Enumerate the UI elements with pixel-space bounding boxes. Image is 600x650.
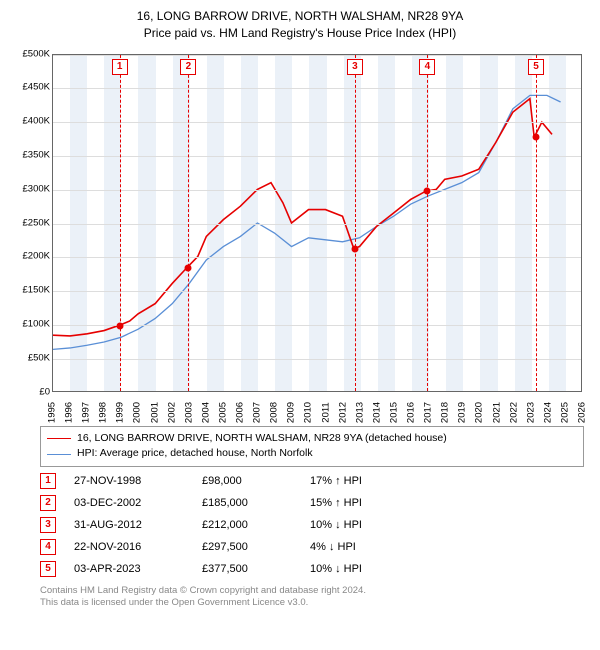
y-tick-label: £0 — [10, 386, 50, 397]
title-line-1: 16, LONG BARROW DRIVE, NORTH WALSHAM, NR… — [10, 8, 590, 25]
plot-wrap: 1 2 3 4 5 £0 £50K £100K £150K £200K £250K £300K £35… — [10, 48, 590, 418]
y-tick-label: £250K — [10, 217, 50, 228]
tx-pct: 4% ↓ HPI — [310, 541, 420, 553]
x-tick-label: 2023 — [525, 402, 536, 423]
x-tick-label: 2010 — [303, 402, 314, 423]
x-tick-label: 2016 — [406, 402, 417, 423]
tx-number: 4 — [40, 539, 56, 555]
x-tick-label: 2019 — [457, 402, 468, 423]
x-tick-label: 2015 — [388, 402, 399, 423]
x-tick-label: 2004 — [200, 402, 211, 423]
footer-line-2: This data is licensed under the Open Gov… — [40, 597, 590, 609]
x-tick-label: 2002 — [166, 402, 177, 423]
y-tick-label: £450K — [10, 82, 50, 93]
transaction-marker-dot — [532, 134, 539, 141]
x-tick-label: 2021 — [491, 402, 502, 423]
transaction-marker-dot — [185, 264, 192, 271]
legend-row-hpi: HPI: Average price, detached house, Nort… — [47, 446, 577, 462]
y-tick-label: £350K — [10, 149, 50, 160]
x-tick-label: 1997 — [81, 402, 92, 423]
x-tick-label: 2014 — [371, 402, 382, 423]
x-tick-label: 2020 — [474, 402, 485, 423]
x-tick-label: 2013 — [354, 402, 365, 423]
transaction-table: 1 27-NOV-1998 £98,000 17% ↑ HPI 2 03-DEC-2002… — [40, 473, 590, 577]
tx-pct: 10% ↓ HPI — [310, 519, 420, 531]
legend-label-hpi: HPI: Average price, detached house, Nort… — [77, 446, 313, 462]
tx-date: 31-AUG-2012 — [74, 519, 184, 531]
plot-area: 1 2 3 4 5 — [52, 54, 582, 392]
x-tick-label: 2026 — [577, 402, 588, 423]
y-tick-label: £100K — [10, 318, 50, 329]
transaction-marker-number: 1 — [112, 59, 128, 75]
x-tick-label: 2012 — [337, 402, 348, 423]
x-tick-label: 1998 — [98, 402, 109, 423]
tx-pct: 10% ↓ HPI — [310, 563, 420, 575]
x-tick-label: 2025 — [559, 402, 570, 423]
y-tick-label: £300K — [10, 183, 50, 194]
title-line-2: Price paid vs. HM Land Registry's House … — [10, 25, 590, 42]
tx-number: 3 — [40, 517, 56, 533]
transaction-row: 4 22-NOV-2016 £297,500 4% ↓ HPI — [40, 539, 590, 555]
transaction-marker-dot — [424, 188, 431, 195]
legend-swatch-hpi — [47, 454, 71, 455]
legend-row-property: 16, LONG BARROW DRIVE, NORTH WALSHAM, NR… — [47, 431, 577, 447]
tx-pct: 15% ↑ HPI — [310, 497, 420, 509]
transaction-marker-number: 3 — [347, 59, 363, 75]
transaction-marker-dot — [116, 323, 123, 330]
y-tick-label: £150K — [10, 285, 50, 296]
x-tick-label: 2024 — [542, 402, 553, 423]
legend-label-property: 16, LONG BARROW DRIVE, NORTH WALSHAM, NR… — [77, 431, 447, 447]
transaction-marker-dot — [351, 246, 358, 253]
tx-date: 27-NOV-1998 — [74, 475, 184, 487]
x-tick-label: 2022 — [508, 402, 519, 423]
transaction-marker-number: 4 — [419, 59, 435, 75]
tx-number: 2 — [40, 495, 56, 511]
footer-line-1: Contains HM Land Registry data © Crown c… — [40, 585, 590, 597]
transaction-row: 2 03-DEC-2002 £185,000 15% ↑ HPI — [40, 495, 590, 511]
transaction-row: 5 03-APR-2023 £377,500 10% ↓ HPI — [40, 561, 590, 577]
tx-price: £185,000 — [202, 497, 292, 509]
x-tick-label: 2005 — [217, 402, 228, 423]
legend-swatch-property — [47, 438, 71, 439]
x-tick-label: 2006 — [235, 402, 246, 423]
tx-date: 03-APR-2023 — [74, 563, 184, 575]
tx-number: 5 — [40, 561, 56, 577]
y-tick-label: £200K — [10, 251, 50, 262]
tx-date: 03-DEC-2002 — [74, 497, 184, 509]
x-tick-label: 2001 — [149, 402, 160, 423]
transaction-marker-number: 2 — [180, 59, 196, 75]
y-tick-label: £400K — [10, 116, 50, 127]
x-tick-label: 2003 — [183, 402, 194, 423]
tx-date: 22-NOV-2016 — [74, 541, 184, 553]
footer: Contains HM Land Registry data © Crown c… — [40, 585, 590, 610]
x-tick-label: 2009 — [286, 402, 297, 423]
x-tick-label: 1995 — [47, 402, 58, 423]
transaction-row: 1 27-NOV-1998 £98,000 17% ↑ HPI — [40, 473, 590, 489]
transaction-row: 3 31-AUG-2012 £212,000 10% ↓ HPI — [40, 517, 590, 533]
tx-price: £297,500 — [202, 541, 292, 553]
x-tick-label: 2017 — [423, 402, 434, 423]
x-tick-label: 2018 — [440, 402, 451, 423]
x-tick-label: 2008 — [269, 402, 280, 423]
tx-price: £212,000 — [202, 519, 292, 531]
x-tick-label: 2000 — [132, 402, 143, 423]
x-tick-label: 2007 — [252, 402, 263, 423]
chart-container: 16, LONG BARROW DRIVE, NORTH WALSHAM, NR… — [0, 0, 600, 616]
x-tick-label: 1996 — [64, 402, 75, 423]
tx-price: £98,000 — [202, 475, 292, 487]
tx-price: £377,500 — [202, 563, 292, 575]
tx-number: 1 — [40, 473, 56, 489]
legend-box: 16, LONG BARROW DRIVE, NORTH WALSHAM, NR… — [40, 426, 584, 468]
tx-pct: 17% ↑ HPI — [310, 475, 420, 487]
y-tick-label: £500K — [10, 48, 50, 59]
transaction-marker-number: 5 — [528, 59, 544, 75]
y-tick-label: £50K — [10, 352, 50, 363]
x-tick-label: 2011 — [320, 402, 331, 422]
x-tick-label: 1999 — [115, 402, 126, 423]
chart-lines — [53, 55, 581, 391]
